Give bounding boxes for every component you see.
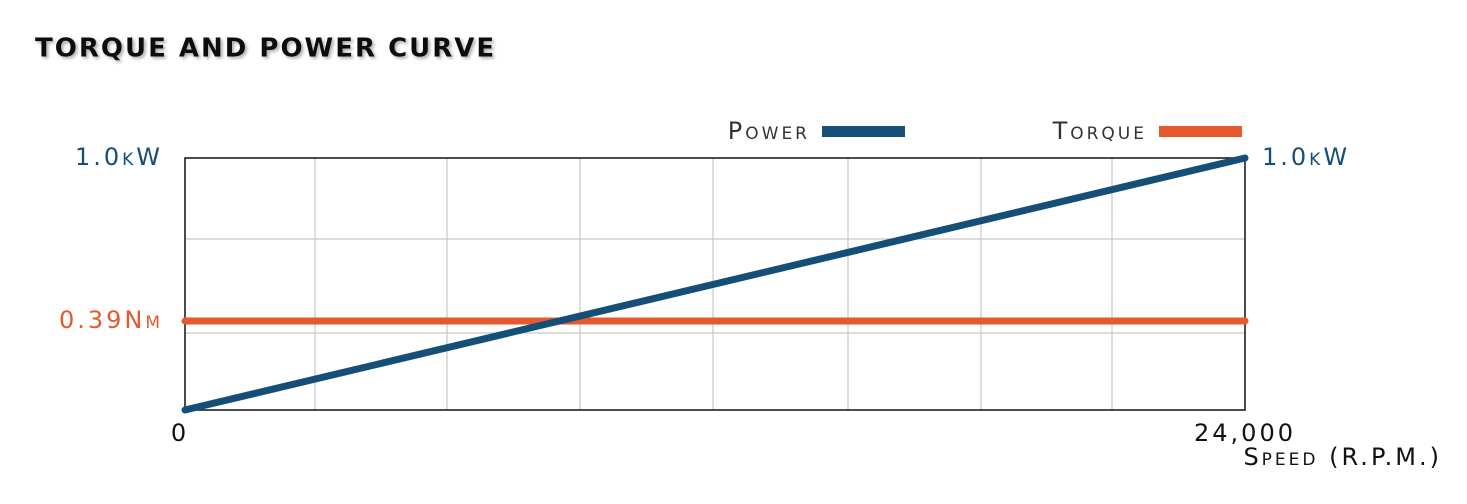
- y-tick-label: 0.39Nm: [59, 306, 163, 334]
- x-tick-label: 0: [171, 419, 189, 447]
- legend-label: Torque: [1052, 117, 1147, 145]
- legend-swatch: [822, 126, 905, 137]
- plot-grid: [185, 158, 1245, 410]
- legend-label: Power: [728, 117, 810, 145]
- series-line: [181, 154, 1249, 414]
- chart-title: TORQUE AND POWER CURVE: [35, 34, 496, 64]
- x-tick-label: 24,000: [1194, 419, 1296, 447]
- plot-frame: [184, 157, 1246, 411]
- x-axis-label: Speed (R.P.M.): [1243, 443, 1442, 471]
- y2-tick-label: 1.0kW: [75, 143, 163, 171]
- y2-tick-label: 1.0kW: [1262, 143, 1350, 171]
- legend-swatch: [1159, 126, 1242, 137]
